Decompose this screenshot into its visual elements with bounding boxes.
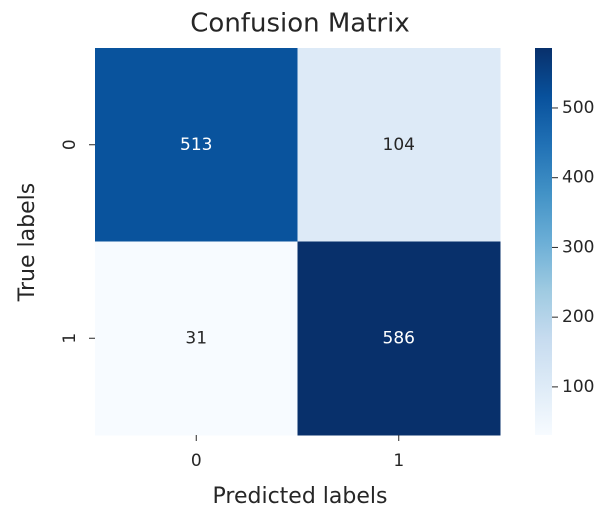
heatmap-cell <box>297 241 501 436</box>
heatmap-cell <box>95 48 298 242</box>
y-axis-label: True labels <box>15 183 40 302</box>
cell-label: 513 <box>180 135 212 155</box>
cell-label: 586 <box>383 328 415 348</box>
cell-label: 104 <box>383 135 415 155</box>
heatmap-cell <box>95 241 298 436</box>
colorbar-tick-label: 100 <box>562 377 594 397</box>
x-tick-label: 1 <box>393 451 404 471</box>
colorbar-tick-label: 500 <box>562 98 594 118</box>
x-axis-label: Predicted labels <box>213 484 388 509</box>
colorbar-tick-label: 400 <box>562 168 594 188</box>
chart-title: Confusion Matrix <box>190 9 409 39</box>
x-tick-label: 0 <box>191 451 202 471</box>
heatmap-cell <box>297 48 501 242</box>
colorbar <box>535 48 552 435</box>
colorbar-tick-label: 300 <box>562 237 594 257</box>
y-tick-label: 0 <box>60 139 80 150</box>
colorbar-tick-label: 200 <box>562 307 594 327</box>
cell-label: 31 <box>185 328 207 348</box>
y-tick-label: 1 <box>60 333 80 344</box>
